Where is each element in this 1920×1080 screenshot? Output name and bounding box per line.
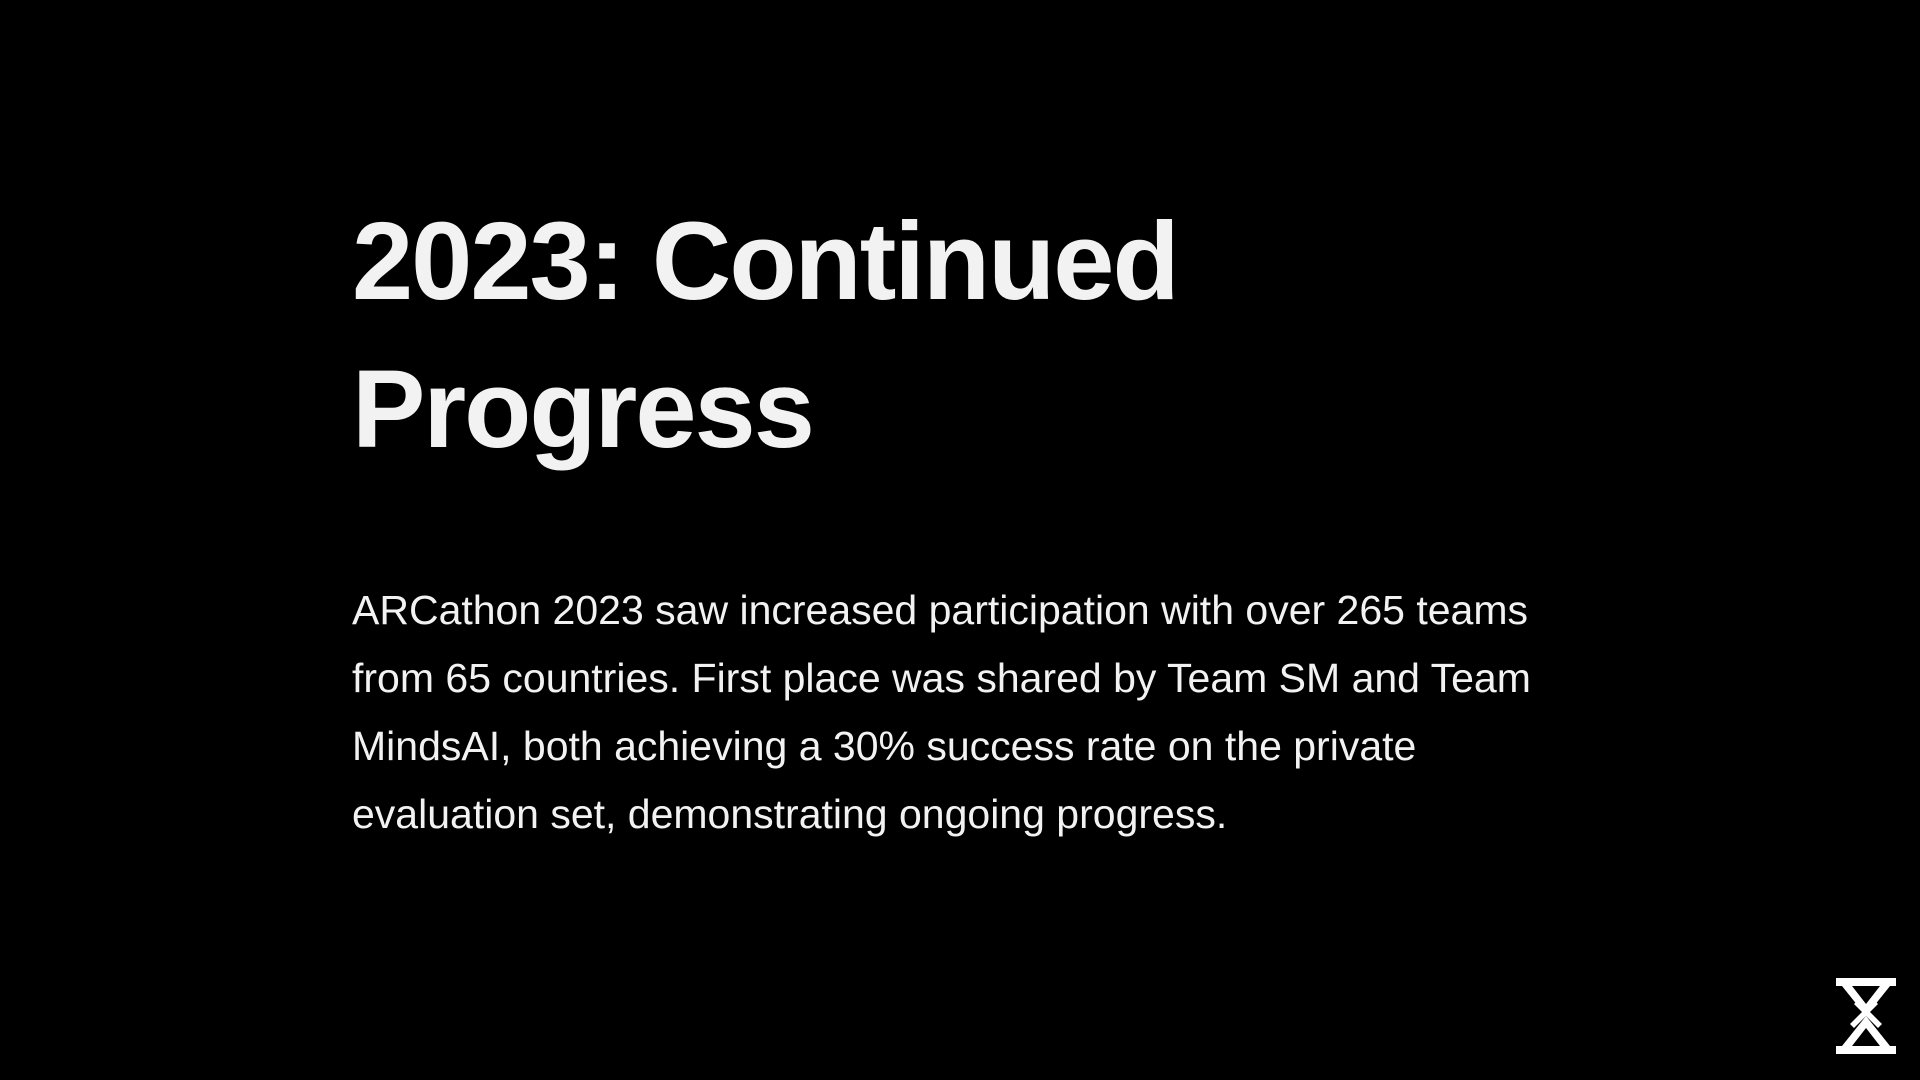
slide-title: 2023: Continued Progress xyxy=(352,200,1180,471)
slide-content: 2023: Continued Progress ARCathon 2023 s… xyxy=(352,188,1552,848)
hourglass-logo-icon xyxy=(1836,978,1896,1054)
slide-body: ARCathon 2023 saw increased participatio… xyxy=(352,587,1531,837)
